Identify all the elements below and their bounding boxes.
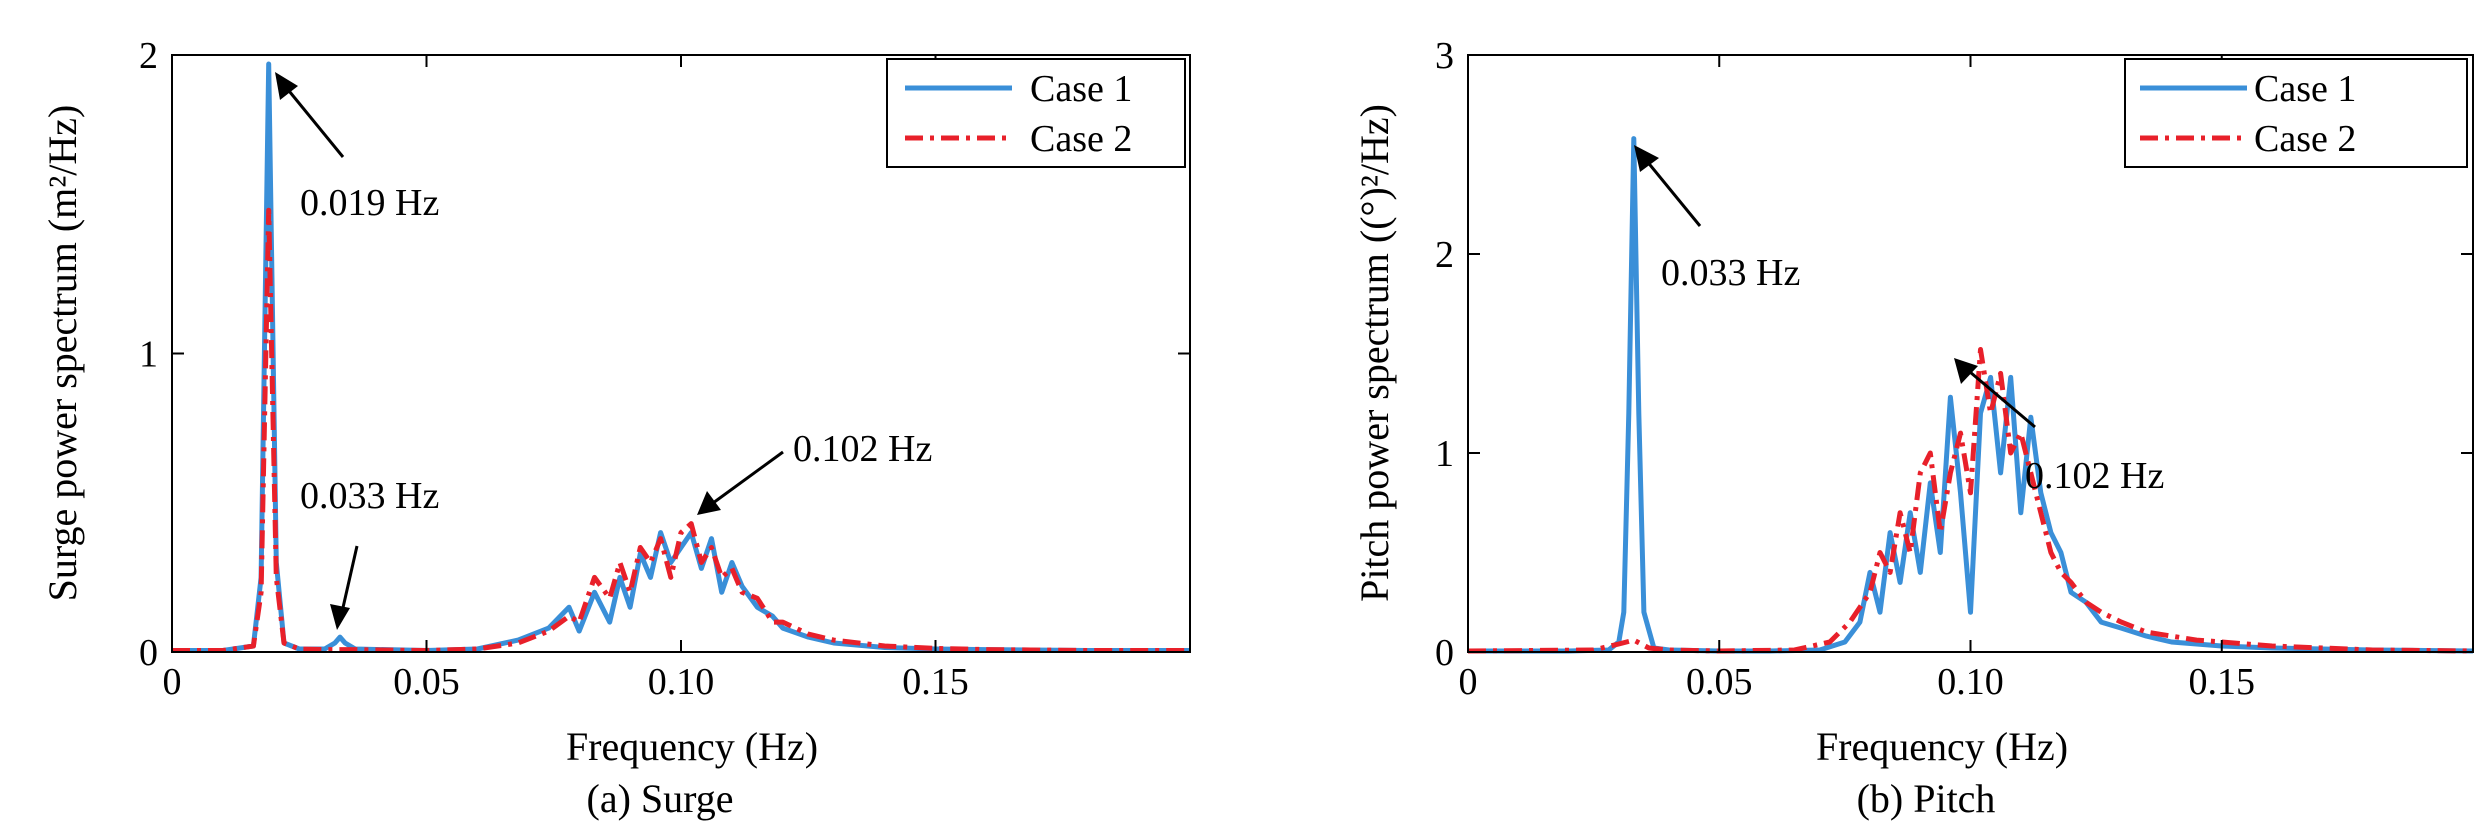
surge-chart-panel: 0 0.05 0.10 0.15 0 1 2 Case 1 Case 2 0.019 Hz … (40, 35, 1191, 821)
surge-annotation-0033-arrowhead (330, 604, 350, 630)
pitch-annotation-0033-arrow-shaft (1644, 159, 1702, 227)
pitch-series-layer (1467, 136, 2474, 654)
surge-ticks: 0 0.05 0.10 0.15 0 1 2 (139, 35, 1190, 703)
pitch-annotations: 0.033 Hz 0.102 Hz (1634, 145, 2164, 497)
pitch-legend: Case 1 Case 2 (2124, 58, 2468, 168)
pitch-y-tick-label: 2 (1435, 234, 1454, 276)
pitch-ticks: 0 0.05 0.10 0.15 0 1 2 3 (1435, 35, 2473, 703)
surge-y-tick-label: 0 (139, 632, 158, 674)
surge-annotation-0019-arrow-shaft (283, 85, 345, 158)
pitch-chart-panel: 0 0.05 0.10 0.15 0 1 2 3 Case 1 Case 2 0.033 Hz… (1352, 35, 2474, 821)
pitch-y-tick-label: 0 (1435, 632, 1454, 674)
surge-x-tick-label: 0.15 (902, 661, 969, 703)
pitch-annotation-0102-arrowhead (1954, 358, 1978, 384)
pitch-annotation-0102-arrow-shaft (1969, 370, 2036, 429)
pitch-legend-case1-label: Case 1 (2254, 68, 2356, 110)
surge-annotation-0019-arrowhead (275, 72, 298, 100)
pitch-legend-case2-label: Case 2 (2254, 118, 2356, 160)
surge-annotation-0033-arrow-shaft (340, 545, 359, 613)
surge-y-axis-label: Surge power spectrum (m²/Hz) (40, 105, 85, 602)
surge-x-tick-label: 0 (163, 661, 182, 703)
pitch-annotation-0033: 0.033 Hz (1661, 252, 1800, 294)
surge-legend-box (886, 58, 1186, 168)
pitch-y-tick-label: 1 (1435, 433, 1454, 475)
pitch-y-axis-label: Pitch power spectrum ((°)²/Hz) (1352, 104, 1397, 602)
pitch-series-1-line (1468, 136, 2474, 654)
surge-annotation-0033: 0.033 Hz (300, 475, 439, 517)
surge-series-layer (172, 61, 1190, 653)
surge-series-2-line (172, 207, 1190, 653)
surge-panel-caption: (a) Surge (587, 776, 734, 821)
surge-legend-case2-label: Case 2 (1030, 118, 1132, 160)
pitch-x-tick-label: 0.10 (1937, 661, 2004, 703)
surge-x-tick-label: 0.05 (393, 661, 460, 703)
surge-annotation-0102-arrow-shaft (712, 450, 784, 505)
surge-x-axis-label: Frequency (Hz) (566, 724, 818, 769)
surge-legend-case1-label: Case 1 (1030, 68, 1132, 110)
pitch-series-2-line (1467, 347, 2474, 654)
surge-y-tick-label: 2 (139, 35, 158, 77)
surge-annotations: 0.019 Hz 0.033 Hz 0.102 Hz (275, 72, 932, 630)
pitch-legend-box (2124, 58, 2468, 168)
pitch-y-tick-label: 3 (1435, 35, 1454, 77)
surge-annotation-0102: 0.102 Hz (793, 428, 932, 470)
pitch-annotation-0102: 0.102 Hz (2025, 455, 2164, 497)
pitch-x-tick-label: 0 (1459, 661, 1478, 703)
pitch-panel-caption: (b) Pitch (1857, 776, 1996, 821)
pitch-x-axis-label: Frequency (Hz) (1816, 724, 2068, 769)
pitch-annotation-0033-arrowhead (1634, 145, 1659, 172)
pitch-x-tick-label: 0.15 (2189, 661, 2256, 703)
surge-y-tick-label: 1 (139, 334, 158, 376)
surge-legend: Case 1 Case 2 (886, 58, 1186, 168)
pitch-x-tick-label: 0.05 (1686, 661, 1753, 703)
surge-annotation-0102-arrowhead (697, 491, 721, 515)
surge-annotation-0019: 0.019 Hz (300, 182, 439, 224)
surge-x-tick-label: 0.10 (648, 661, 715, 703)
